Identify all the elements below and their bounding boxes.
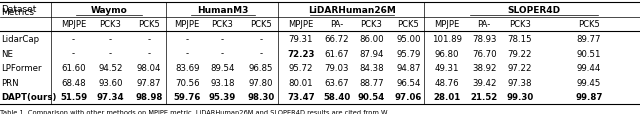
Text: 89.54: 89.54 bbox=[210, 64, 235, 73]
Text: 78.15: 78.15 bbox=[508, 35, 532, 44]
Text: 78.93: 78.93 bbox=[472, 35, 497, 44]
Text: PCK5: PCK5 bbox=[250, 20, 271, 29]
Text: HumanM3: HumanM3 bbox=[197, 6, 249, 15]
Text: SLOPER4D: SLOPER4D bbox=[507, 6, 561, 15]
Text: -: - bbox=[186, 35, 189, 44]
Text: 90.54: 90.54 bbox=[358, 92, 385, 101]
Text: 83.69: 83.69 bbox=[175, 64, 200, 73]
Text: Table 1. Comparison with other methods on MPJPE metric. LiDARHuman26M and SLOPER: Table 1. Comparison with other methods o… bbox=[0, 109, 387, 114]
Text: PCK3: PCK3 bbox=[211, 20, 234, 29]
Text: 99.44: 99.44 bbox=[577, 64, 601, 73]
Text: 73.47: 73.47 bbox=[287, 92, 315, 101]
Text: 98.98: 98.98 bbox=[135, 92, 163, 101]
Text: LPFormer: LPFormer bbox=[1, 64, 42, 73]
Text: 79.03: 79.03 bbox=[324, 64, 349, 73]
Text: 84.38: 84.38 bbox=[359, 64, 384, 73]
Text: Metrics: Metrics bbox=[1, 8, 35, 16]
Text: PCK3: PCK3 bbox=[99, 20, 122, 29]
Text: 97.80: 97.80 bbox=[248, 78, 273, 87]
Text: 88.77: 88.77 bbox=[359, 78, 384, 87]
Text: 70.56: 70.56 bbox=[175, 78, 200, 87]
Text: 96.54: 96.54 bbox=[396, 78, 420, 87]
Text: 51.59: 51.59 bbox=[60, 92, 87, 101]
Text: Dataset: Dataset bbox=[1, 4, 36, 13]
Text: 72.23: 72.23 bbox=[287, 49, 314, 58]
Text: PCK3: PCK3 bbox=[360, 20, 383, 29]
Text: 97.34: 97.34 bbox=[97, 92, 124, 101]
Text: 79.22: 79.22 bbox=[508, 49, 532, 58]
Text: 80.01: 80.01 bbox=[289, 78, 313, 87]
Text: MPJPE: MPJPE bbox=[434, 20, 460, 29]
Text: 99.87: 99.87 bbox=[575, 92, 602, 101]
Text: 94.87: 94.87 bbox=[396, 64, 420, 73]
Text: -: - bbox=[109, 49, 112, 58]
Text: 87.94: 87.94 bbox=[359, 49, 384, 58]
Text: -: - bbox=[259, 49, 262, 58]
Text: 59.76: 59.76 bbox=[173, 92, 201, 101]
Text: -: - bbox=[221, 35, 224, 44]
Text: NE: NE bbox=[1, 49, 13, 58]
Text: MPJPE: MPJPE bbox=[288, 20, 314, 29]
Text: 68.48: 68.48 bbox=[61, 78, 86, 87]
Text: -: - bbox=[72, 49, 75, 58]
Text: 61.67: 61.67 bbox=[324, 49, 349, 58]
Text: 97.06: 97.06 bbox=[395, 92, 422, 101]
Text: 89.77: 89.77 bbox=[577, 35, 601, 44]
Text: 76.70: 76.70 bbox=[472, 49, 497, 58]
Text: -: - bbox=[72, 35, 75, 44]
Text: LiDARHuman26M: LiDARHuman26M bbox=[308, 6, 396, 15]
Text: -: - bbox=[186, 49, 189, 58]
Text: 97.38: 97.38 bbox=[508, 78, 532, 87]
Text: 94.52: 94.52 bbox=[98, 64, 123, 73]
Text: PCK5: PCK5 bbox=[397, 20, 419, 29]
Text: LidarCap: LidarCap bbox=[1, 35, 40, 44]
Text: 95.00: 95.00 bbox=[396, 35, 420, 44]
Text: 86.00: 86.00 bbox=[359, 35, 384, 44]
Text: 98.30: 98.30 bbox=[247, 92, 275, 101]
Text: DAPT(ours): DAPT(ours) bbox=[1, 92, 57, 101]
Text: 63.67: 63.67 bbox=[324, 78, 349, 87]
Text: 95.79: 95.79 bbox=[396, 49, 420, 58]
Text: PRN: PRN bbox=[1, 78, 19, 87]
Text: 96.85: 96.85 bbox=[248, 64, 273, 73]
Text: 21.52: 21.52 bbox=[470, 92, 498, 101]
Text: 98.04: 98.04 bbox=[136, 64, 161, 73]
Text: -: - bbox=[221, 49, 224, 58]
Text: PCK3: PCK3 bbox=[509, 20, 531, 29]
Text: -: - bbox=[259, 35, 262, 44]
Text: -: - bbox=[147, 49, 150, 58]
Text: 99.45: 99.45 bbox=[577, 78, 601, 87]
Text: 49.31: 49.31 bbox=[435, 64, 459, 73]
Text: 95.39: 95.39 bbox=[209, 92, 236, 101]
Text: 97.87: 97.87 bbox=[136, 78, 161, 87]
Text: PA-: PA- bbox=[477, 20, 491, 29]
Text: PCK5: PCK5 bbox=[138, 20, 159, 29]
Text: -: - bbox=[109, 35, 112, 44]
Text: 28.01: 28.01 bbox=[433, 92, 460, 101]
Text: PA-: PA- bbox=[330, 20, 344, 29]
Text: 58.40: 58.40 bbox=[323, 92, 351, 101]
Text: 48.76: 48.76 bbox=[435, 78, 459, 87]
Text: 93.18: 93.18 bbox=[210, 78, 235, 87]
Text: MPJPE: MPJPE bbox=[61, 20, 86, 29]
Text: MPJPE: MPJPE bbox=[175, 20, 200, 29]
Text: 90.51: 90.51 bbox=[577, 49, 601, 58]
Text: 66.72: 66.72 bbox=[324, 35, 349, 44]
Text: PCK5: PCK5 bbox=[578, 20, 600, 29]
Text: 95.72: 95.72 bbox=[289, 64, 313, 73]
Text: 93.60: 93.60 bbox=[98, 78, 123, 87]
Text: 97.22: 97.22 bbox=[508, 64, 532, 73]
Text: Waymo: Waymo bbox=[91, 6, 128, 15]
Text: 101.89: 101.89 bbox=[432, 35, 461, 44]
Text: 38.92: 38.92 bbox=[472, 64, 497, 73]
Text: 79.31: 79.31 bbox=[289, 35, 313, 44]
Text: 39.42: 39.42 bbox=[472, 78, 497, 87]
Text: -: - bbox=[147, 35, 150, 44]
Text: 96.80: 96.80 bbox=[435, 49, 459, 58]
Text: 61.60: 61.60 bbox=[61, 64, 86, 73]
Text: 99.30: 99.30 bbox=[506, 92, 534, 101]
